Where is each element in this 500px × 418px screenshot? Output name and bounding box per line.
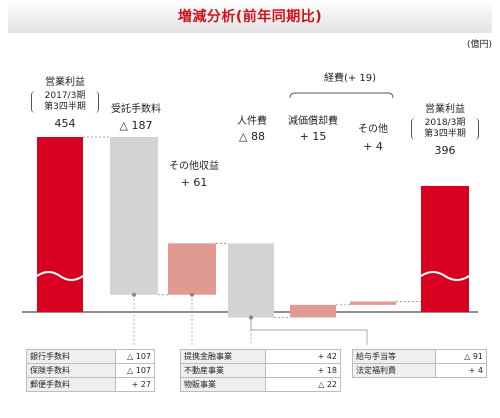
personnel-breakdown-table: 給与手当等 △ 91 法定福利費 + 4 xyxy=(352,349,487,378)
bar-step-3 xyxy=(228,243,274,318)
table-cell: △ 107 xyxy=(115,363,155,378)
table-cell: 保険手数料 xyxy=(26,363,116,378)
table-row: 物販事業 △ 22 xyxy=(180,377,341,392)
table-row: 提携金融事業 + 42 xyxy=(180,349,341,364)
expenses-bracket xyxy=(289,92,394,99)
step-value-fees: △ 187 xyxy=(119,119,153,132)
right-period: 2018/3期 第3四半期 xyxy=(411,118,479,140)
table-cell: 給与手当等 xyxy=(352,349,436,364)
table-row: 給与手当等 △ 91 xyxy=(352,349,487,364)
left-period: 2017/3期 第3四半期 xyxy=(31,91,99,113)
table-cell: + 18 xyxy=(265,363,341,378)
bar-step-2 xyxy=(168,243,216,295)
table-row: 保険手数料 △ 107 xyxy=(26,363,155,378)
table-cell: 提携金融事業 xyxy=(180,349,266,364)
bar-step-4 xyxy=(290,304,336,318)
bar-step-1 xyxy=(110,137,158,295)
bar-step-5 xyxy=(350,301,396,305)
axis-break-mark xyxy=(36,271,84,281)
bar-total-current xyxy=(421,185,469,312)
step-value-other-income: + 61 xyxy=(180,176,208,189)
table-cell: 郵便手数料 xyxy=(26,377,116,392)
title-band xyxy=(8,0,492,33)
left-period-year: 2017/3期 xyxy=(44,91,86,101)
table-cell: △ 22 xyxy=(265,377,341,392)
right-period-quarter: 第3四半期 xyxy=(424,129,466,139)
unit-label: (億円) xyxy=(466,40,492,50)
step-value-depreciation: + 15 xyxy=(299,130,327,143)
page-title: 増減分析(前年同期比) xyxy=(177,9,323,25)
step-label-fees: 受託手数料 xyxy=(111,104,161,115)
expenses-group-label: 経費(+ 19) xyxy=(323,73,377,84)
step-label-other-income: その他収益 xyxy=(169,161,219,172)
table-row: 不動産事業 + 18 xyxy=(180,363,341,378)
table-row: 銀行手数料 △ 107 xyxy=(26,349,155,364)
left-total-label: 営業利益 xyxy=(45,77,85,88)
table-cell: + 27 xyxy=(115,377,155,392)
right-total-label: 営業利益 xyxy=(425,104,465,115)
other-income-breakdown-table: 提携金融事業 + 42 不動産事業 + 18 物販事業 △ 22 xyxy=(180,349,341,392)
right-period-year: 2018/3期 xyxy=(424,118,466,128)
left-total-value: 454 xyxy=(54,117,76,130)
table-cell: 物販事業 xyxy=(180,377,266,392)
step-label-personnel: 人件費 xyxy=(237,116,267,127)
leader-dot xyxy=(190,292,194,297)
bar-total-prior xyxy=(37,137,83,312)
table-cell: + 4 xyxy=(435,363,487,378)
leader-line-personnel xyxy=(250,317,368,345)
table-cell: 不動産事業 xyxy=(180,363,266,378)
table-cell: 銀行手数料 xyxy=(26,349,116,364)
leader-dot xyxy=(132,292,136,297)
step-value-personnel: △ 88 xyxy=(239,130,265,143)
axis-break-mark xyxy=(420,271,470,281)
step-value-other: + 4 xyxy=(363,140,383,153)
table-cell: △ 107 xyxy=(115,349,155,364)
table-cell: 法定福利費 xyxy=(352,363,436,378)
table-row: 郵便手数料 + 27 xyxy=(26,377,155,392)
table-cell: △ 91 xyxy=(435,349,487,364)
right-total-value: 396 xyxy=(434,144,456,157)
table-row: 法定福利費 + 4 xyxy=(352,363,487,378)
fees-breakdown-table: 銀行手数料 △ 107 保険手数料 △ 107 郵便手数料 + 27 xyxy=(26,349,155,392)
left-period-quarter: 第3四半期 xyxy=(44,102,86,112)
step-label-other: その他 xyxy=(358,124,388,135)
table-cell: + 42 xyxy=(265,349,341,364)
step-label-depreciation: 減価償却費 xyxy=(288,116,338,127)
